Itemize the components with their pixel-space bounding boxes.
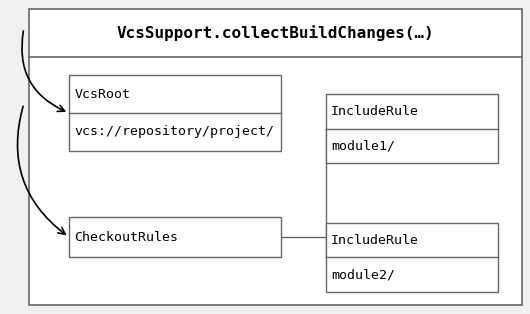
Bar [326, 223, 498, 292]
Text: VcsSupport.collectBuildChanges(…): VcsSupport.collectBuildChanges(…) [117, 25, 435, 41]
Text: module2/: module2/ [331, 268, 395, 281]
Text: vcs://repository/project/: vcs://repository/project/ [74, 125, 274, 138]
Text: CheckoutRules: CheckoutRules [74, 230, 178, 244]
Text: IncludeRule: IncludeRule [331, 234, 419, 247]
Bar [69, 217, 281, 257]
Bar [326, 94, 498, 163]
Text: module1/: module1/ [331, 139, 395, 153]
Text: IncludeRule: IncludeRule [331, 105, 419, 118]
Bar [69, 75, 281, 151]
Text: VcsRoot: VcsRoot [74, 88, 130, 101]
